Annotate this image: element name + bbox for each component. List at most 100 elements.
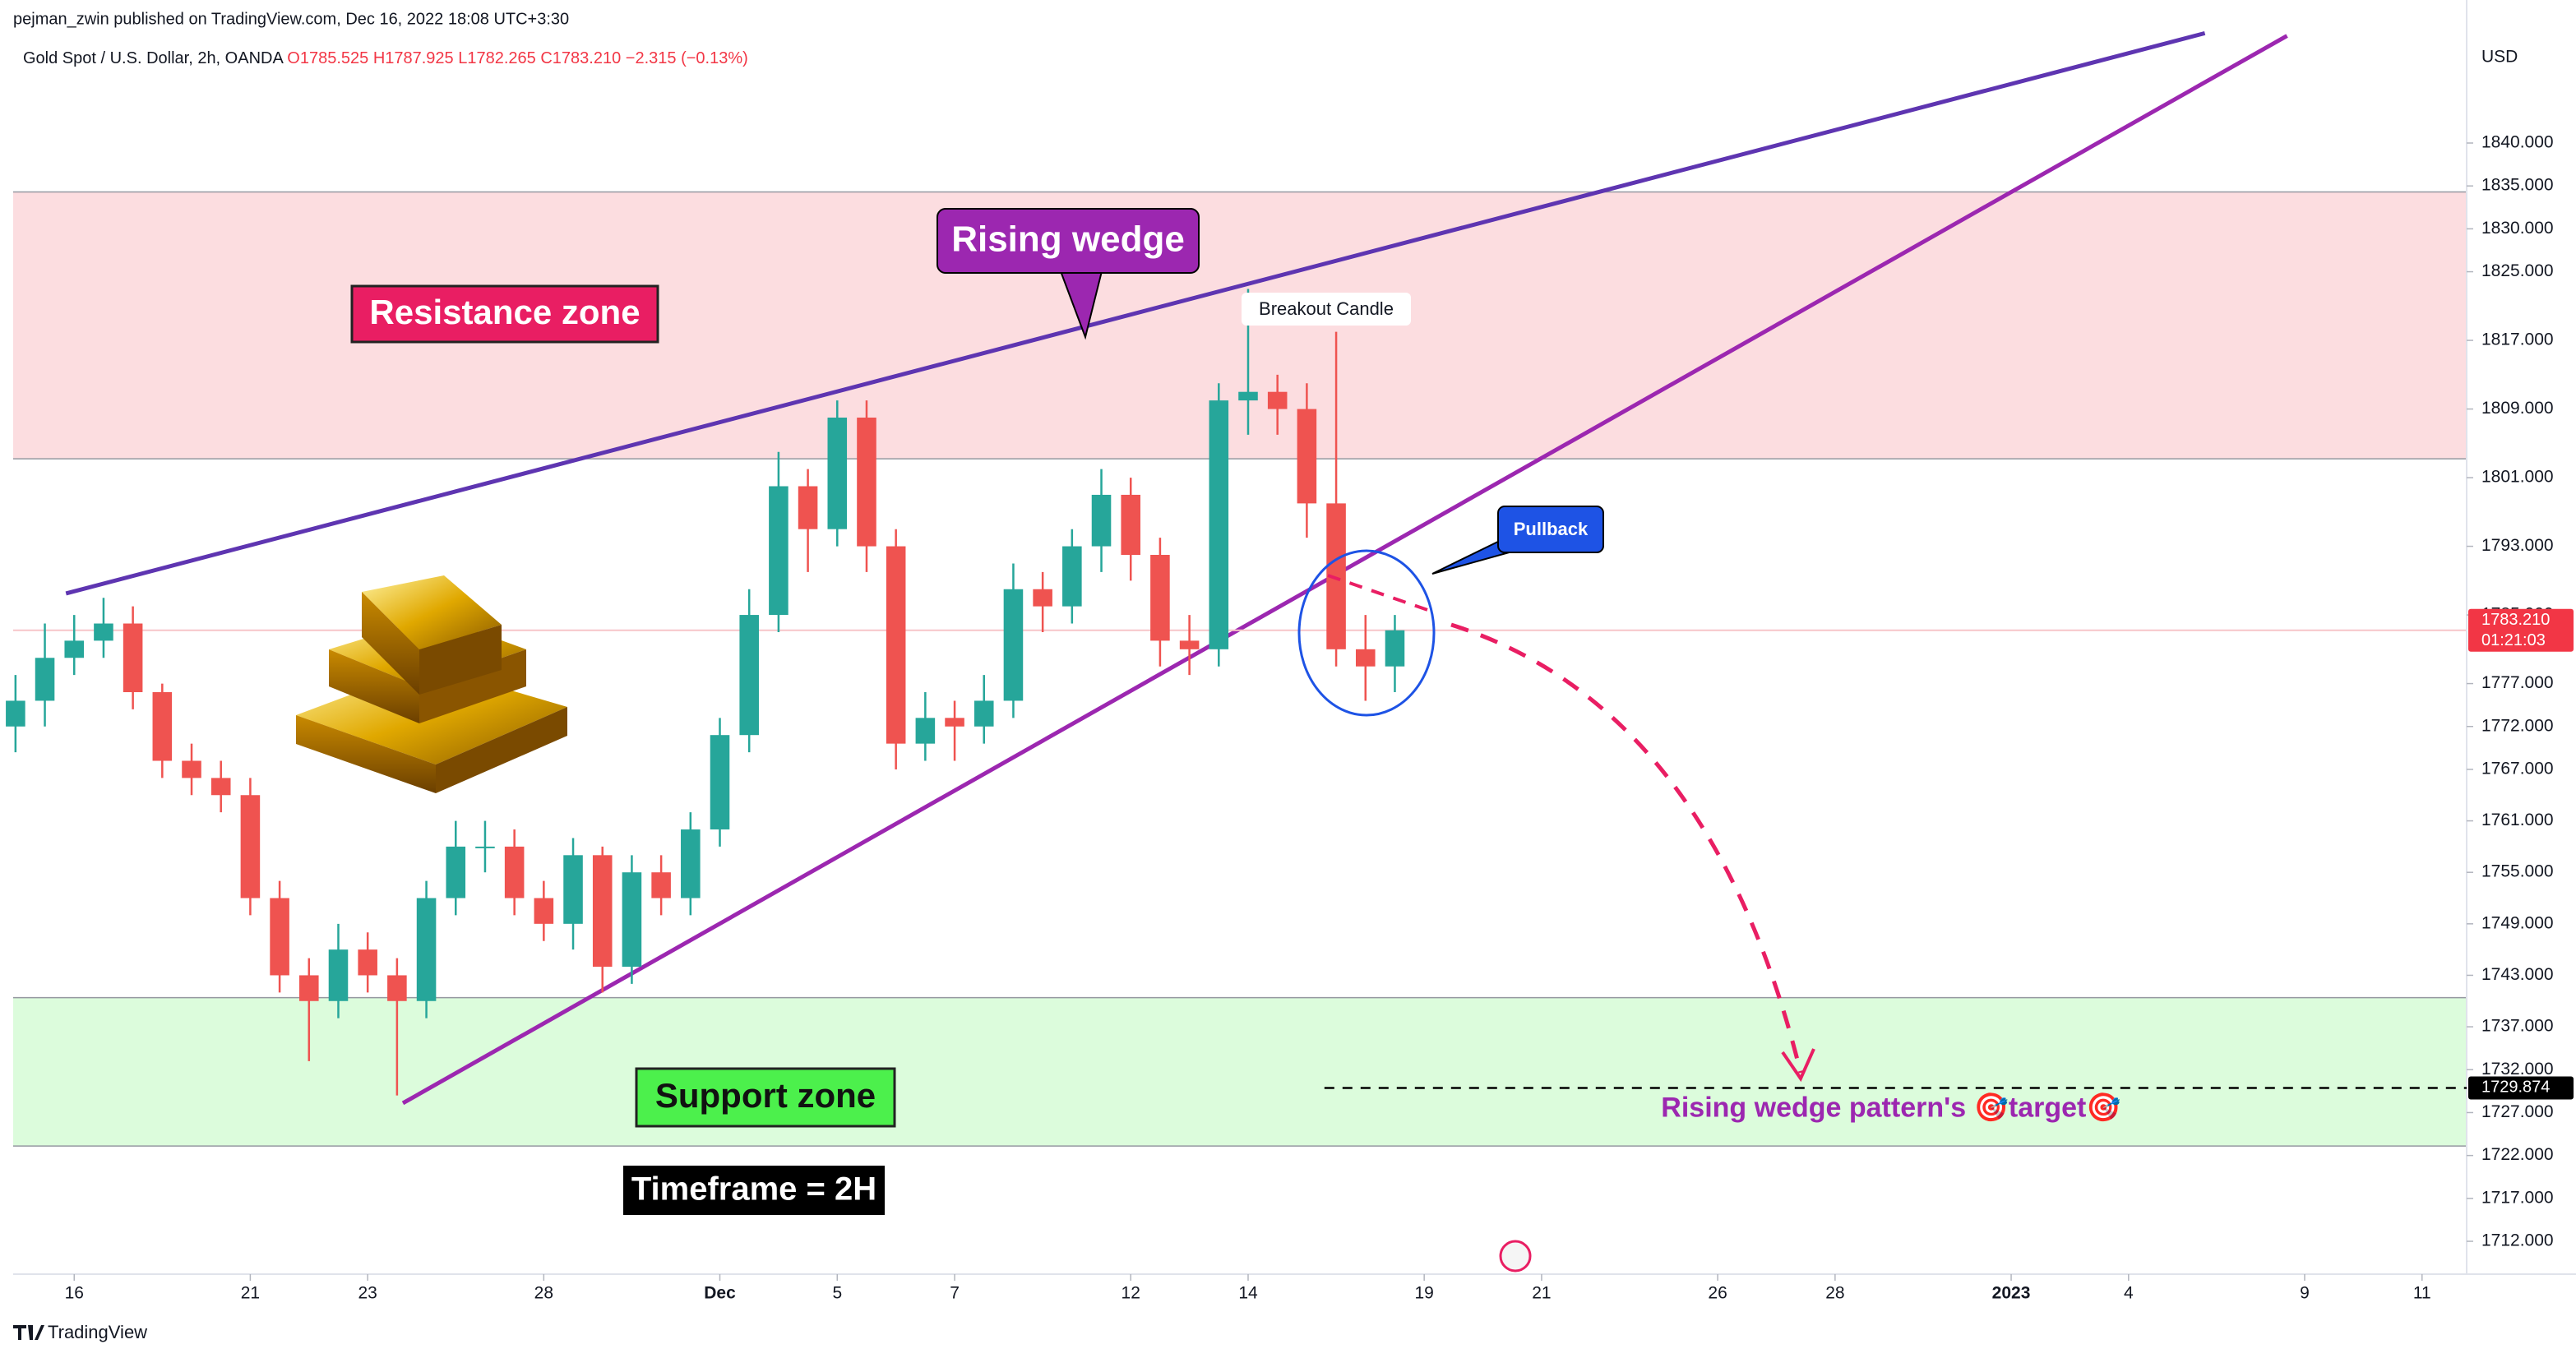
candle-body [6,700,25,727]
candle-body [416,898,437,1001]
last-price-label: 1783.210 [2481,611,2550,629]
candle-body [1385,630,1405,667]
zone [13,997,2467,1147]
resistance-label: Resistance zone [369,293,640,331]
candle-body [798,486,818,529]
x-tick-label: 16 [65,1284,84,1303]
x-tick-label: 21 [241,1284,260,1303]
candle-body [945,718,964,727]
candle-body [1121,494,1140,556]
candle-body [534,898,554,924]
y-tick-label: 1717.000 [2481,1188,2554,1207]
candle-body [1297,409,1317,504]
candle-body [681,829,701,898]
axes: 1712.000 1717.000 1722.000 1727.000 1732.000… [13,0,2576,1303]
y-tick-label: 1809.000 [2481,399,2554,418]
y-tick-label: 1772.000 [2481,716,2554,735]
x-tick-label: 28 [1825,1284,1844,1303]
candle-body [387,975,407,1001]
candle-body [446,846,466,898]
candle-body [35,658,55,701]
support-label-box: Support zone [635,1067,896,1128]
ohlc-legend: Gold Spot / U.S. Dollar, 2h, OANDA O1785… [23,49,748,67]
x-tick-label: 7 [950,1284,960,1303]
candle-body [358,949,377,976]
x-tick-label: 11 [2413,1284,2431,1303]
pullback-label: Pullback [1514,519,1589,539]
y-tick-label: 1732.000 [2481,1060,2554,1079]
tv-logo [13,1325,44,1340]
wedge-line [65,30,2206,596]
timeframe-box: Timeframe = 2H [623,1166,885,1215]
candle-body [1003,589,1024,701]
x-tick-label: Dec [704,1284,736,1303]
x-tick-label: 2023 [1992,1284,2031,1303]
candle-body [1209,400,1229,649]
countdown-label: 01:21:03 [2481,631,2546,649]
x-tick-label: 19 [1414,1284,1433,1303]
rising-wedge-callout: Rising wedge [937,208,1200,340]
candle-body [651,872,671,898]
candle-body [710,735,730,830]
candles [6,289,1405,1096]
candle-body [857,418,876,547]
projection-arrow [1450,622,1803,1074]
candle-body [563,855,583,924]
legend-high: H1787.925 [373,49,454,67]
x-tick-label: 28 [534,1284,553,1303]
candle-body [299,975,319,1001]
candle-body [739,615,759,736]
candle-body [240,795,261,898]
candle-body [1179,640,1200,649]
x-tick-label: 14 [1238,1284,1258,1303]
y-tick-label: 1761.000 [2481,811,2554,829]
candle-body [827,418,848,529]
candle-body [886,546,906,744]
x-tick-label: 21 [1532,1284,1551,1303]
y-tick-label: 1777.000 [2481,673,2554,692]
gold-bars-illustration [296,575,567,793]
y-tick-label: 1825.000 [2481,261,2554,280]
candle-body [64,640,85,658]
candle-body [270,898,289,976]
y-tick-label: 1801.000 [2481,468,2554,487]
candle-body [1091,494,1112,547]
target-label: 1729.874 [2481,1079,2550,1097]
symbol: Gold Spot / U.S. Dollar, 2h, OANDA [23,49,284,67]
legend-low: L1782.265 [458,49,536,67]
y-tick-label: 1767.000 [2481,759,2554,778]
y-tick-label: 1835.000 [2481,176,2554,195]
legend-close: C1783.210 [540,49,621,67]
candle-body [1033,589,1052,607]
pullback-path [1327,574,1436,614]
event-icon[interactable] [1499,1240,1532,1273]
pullback-circle [1297,549,1436,717]
target-text: Rising wedge pattern's 🎯target🎯 [1661,1092,2120,1123]
candle-body [182,760,201,778]
x-tick-label: 9 [2300,1284,2310,1303]
publish-info: pejman_zwin published on TradingView.com… [13,10,569,28]
candle-body [1238,391,1258,401]
breakout-label-box: Breakout Candle [1242,293,1411,326]
candle-body [1267,391,1288,409]
x-tick-label: 5 [832,1284,842,1303]
timeframe-label: Timeframe = 2H [631,1171,876,1208]
legend-open: O1785.525 [287,49,368,67]
candle-body [475,846,495,848]
y-tick-label: 1737.000 [2481,1017,2554,1036]
candle-body [1062,546,1082,607]
y-tick-label: 1749.000 [2481,913,2554,932]
rising-wedge-label: Rising wedge [951,219,1185,260]
y-tick-label: 1755.000 [2481,862,2554,881]
candle-body [1355,649,1376,667]
support-label: Support zone [655,1076,876,1115]
y-tick-label: 1743.000 [2481,965,2554,984]
y-tick-label: 1727.000 [2481,1102,2554,1121]
last-price-badge [2468,608,2574,652]
candle-body [94,623,113,641]
candle-body [210,778,231,796]
footer: TradingView [13,1322,147,1342]
candle-body [328,949,349,1001]
